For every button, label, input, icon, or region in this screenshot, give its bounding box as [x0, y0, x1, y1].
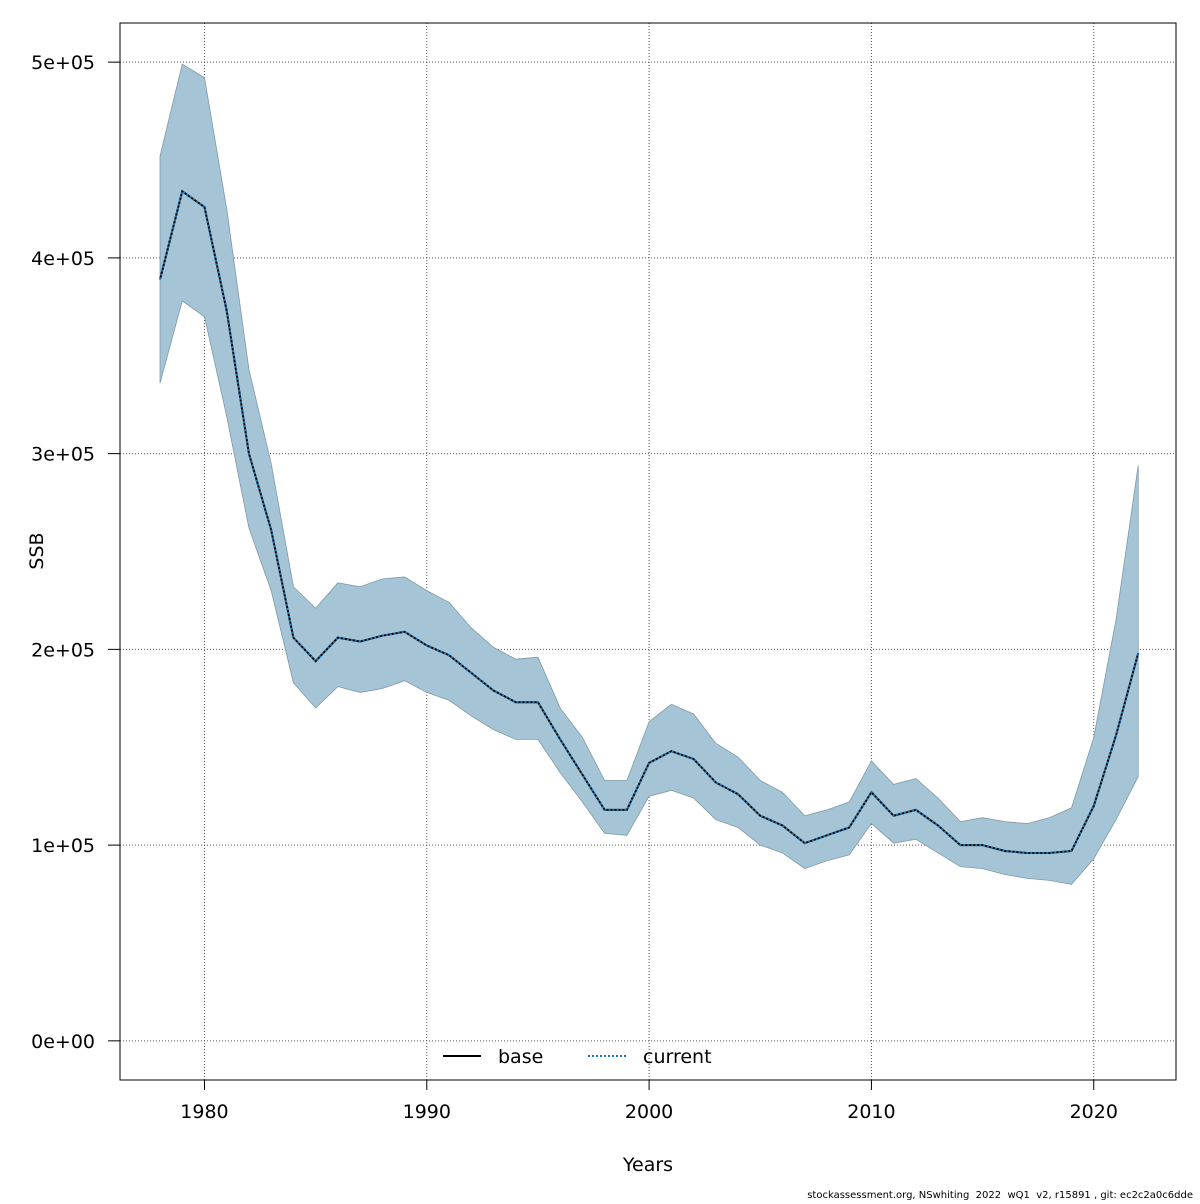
x-tick-label: 2010 — [847, 1101, 895, 1123]
series-line-current — [159, 189, 1140, 854]
legend: base current — [443, 1046, 712, 1068]
legend-label-current: current — [643, 1046, 712, 1068]
y-tick-label: 5e+05 — [31, 52, 95, 74]
y-tick-label: 1e+05 — [31, 835, 95, 857]
x-axis-label: Years — [622, 1154, 673, 1176]
confidence-band — [159, 63, 1139, 885]
x-axis: 1980 1990 2000 2010 2020 — [180, 1080, 1118, 1123]
y-axis-label: SSB — [26, 532, 48, 569]
x-tick-label: 1980 — [180, 1101, 228, 1123]
y-tick-label: 4e+05 — [31, 248, 95, 270]
plot-frame — [119, 22, 1177, 1081]
y-tick-label: 3e+05 — [31, 444, 95, 466]
legend-label-base: base — [498, 1046, 543, 1068]
x-tick-label: 2020 — [1070, 1101, 1118, 1123]
x-tick-label: 1990 — [403, 1101, 451, 1123]
y-axis: 0e+00 1e+05 2e+05 3e+05 4e+05 5e+05 — [31, 52, 120, 1053]
footer-credit: stockassessment.org, NSwhiting 2022 wQ1 … — [807, 1190, 1193, 1200]
y-tick-label: 0e+00 — [31, 1031, 95, 1053]
y-tick-label: 2e+05 — [31, 639, 95, 661]
x-tick-label: 2000 — [625, 1101, 673, 1123]
grid — [120, 23, 1176, 1080]
